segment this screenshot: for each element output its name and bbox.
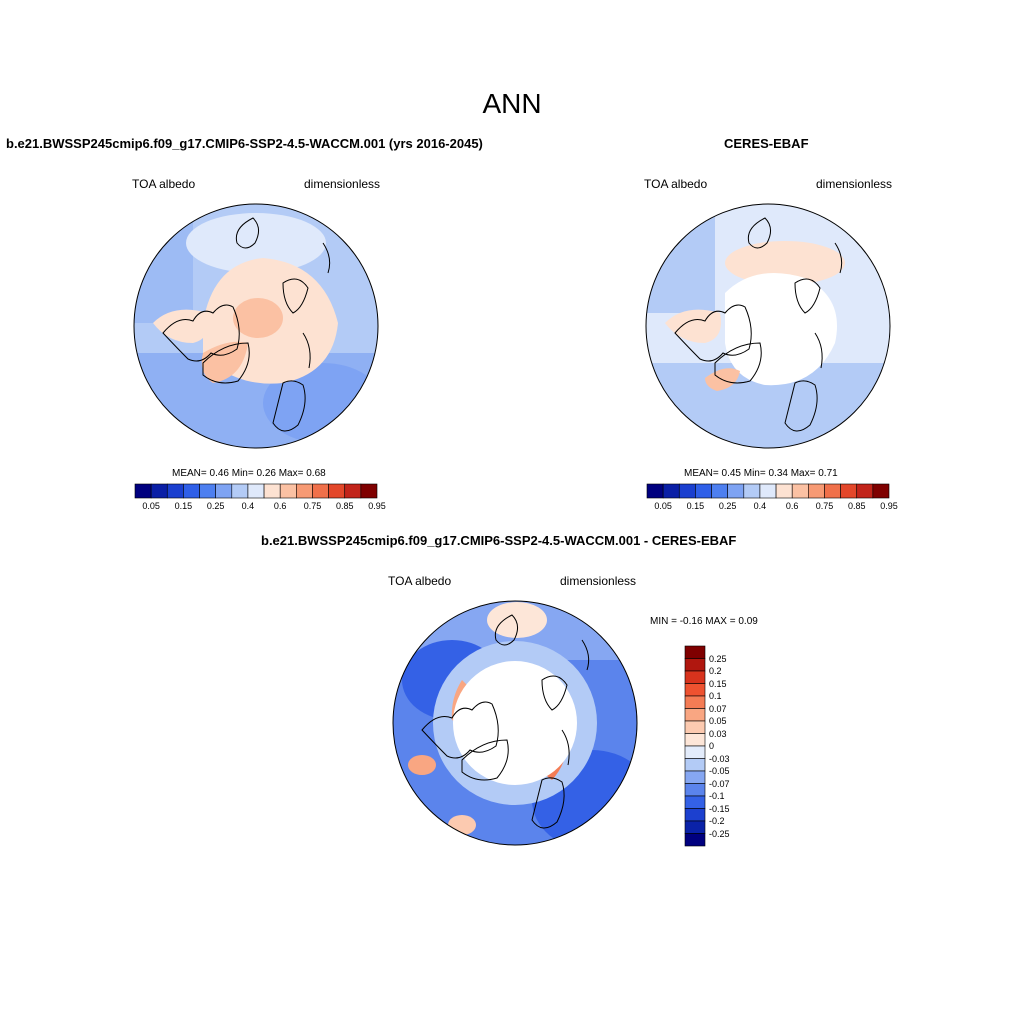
diff-stats: MIN = -0.16 MAX = 0.09: [650, 616, 758, 627]
colorbar-swatch: [840, 483, 858, 499]
colorbar-tick-label: 0.03: [709, 728, 727, 739]
colorbar-swatch: [684, 720, 706, 734]
colorbar-swatch: [231, 483, 249, 499]
colorbar-tick-label: 0.85: [335, 501, 354, 511]
obs-panel-title: CERES-EBAF: [724, 136, 809, 151]
colorbar-tick-label: 0.15: [174, 501, 193, 511]
colorbar-tick-label: -0.05: [709, 766, 730, 776]
colorbar-swatch: [727, 483, 745, 499]
colorbar-tick-label: 0.05: [709, 716, 727, 726]
colorbar-tick-label: -0.15: [709, 803, 730, 814]
colorbar-tick-label: 0.15: [709, 678, 727, 689]
diff-polar-map: [392, 600, 638, 846]
colorbar-swatch: [684, 820, 706, 834]
colorbar-swatch: [684, 758, 706, 772]
colorbar-tick-label: 0: [709, 741, 715, 751]
diff-colorbar-labels: 0.25 0.2 0.15 0.1 0.07 0.05 0.03 0 -0.03 -0.05 -0.…: [709, 646, 749, 846]
colorbar-swatch: [743, 483, 761, 499]
colorbar-swatch: [824, 483, 841, 499]
colorbar-tick-label: 0.25: [709, 653, 727, 664]
model-variable-label: TOA albedo: [132, 177, 196, 191]
colorbar-tick-label: 0.4: [241, 501, 255, 511]
colorbar-swatch: [684, 670, 706, 684]
colorbar-swatch: [684, 795, 706, 809]
colorbar-swatch: [183, 483, 200, 499]
colorbar-swatch: [684, 833, 706, 847]
colorbar-tick-label: 0.25: [206, 501, 225, 511]
colorbar-tick-label: 0.05: [654, 501, 672, 511]
colorbar-swatch: [808, 483, 825, 499]
colorbar-tick-label: 0.75: [303, 501, 322, 511]
colorbar-swatch: [312, 483, 329, 499]
colorbar-swatch: [775, 483, 793, 499]
model-polar-map: [133, 203, 379, 449]
colorbar-swatch: [134, 483, 152, 499]
colorbar-swatch: [328, 483, 346, 499]
colorbar-swatch: [684, 695, 706, 709]
colorbar-swatch: [360, 483, 378, 499]
colorbar-swatch: [199, 483, 216, 499]
model-colorbar: [134, 483, 378, 499]
obs-colorbar-labels: 0.05 0.15 0.25 0.4 0.6 0.75 0.85 0.95: [647, 501, 897, 515]
colorbar-tick-label: 0.6: [785, 501, 799, 511]
colorbar-tick-label: 0.07: [709, 703, 727, 714]
colorbar-swatch: [695, 483, 712, 499]
colorbar-swatch: [215, 483, 233, 499]
diff-units-label: dimensionless: [560, 574, 637, 588]
obs-colorbar: [646, 483, 890, 499]
model-units-label: dimensionless: [304, 177, 381, 191]
colorbar-swatch: [684, 745, 706, 759]
model-stats: MEAN= 0.46 Min= 0.26 Max= 0.68: [172, 468, 326, 479]
colorbar-tick-label: 0.85: [847, 501, 866, 511]
figure-title: ANN: [482, 88, 542, 119]
colorbar-tick-label: 0.2: [709, 666, 722, 676]
colorbar-swatch: [150, 483, 168, 499]
colorbar-tick-label: 0.05: [142, 501, 160, 511]
colorbar-swatch: [684, 683, 706, 697]
colorbar-tick-label: 0.4: [753, 501, 767, 511]
colorbar-swatch: [791, 483, 809, 499]
colorbar-tick-label: 0.15: [686, 501, 705, 511]
colorbar-tick-label: 0.25: [718, 501, 737, 511]
colorbar-tick-label: -0.03: [709, 753, 730, 764]
colorbar-tick-label: -0.2: [709, 816, 725, 826]
colorbar-swatch: [166, 483, 184, 499]
colorbar-swatch: [684, 733, 706, 747]
obs-stats: MEAN= 0.45 Min= 0.34 Max= 0.71: [684, 468, 838, 479]
diff-panel-title: b.e21.BWSSP245cmip6.f09_g17.CMIP6-SSP2-4…: [261, 533, 737, 548]
obs-variable-label: TOA albedo: [644, 177, 708, 191]
colorbar-tick-label: 0.1: [709, 691, 722, 701]
colorbar-swatch: [678, 483, 696, 499]
colorbar-swatch: [872, 483, 890, 499]
colorbar-swatch: [711, 483, 728, 499]
colorbar-swatch: [646, 483, 664, 499]
obs-polar-map: [645, 203, 891, 449]
colorbar-tick-label: 0.95: [368, 501, 386, 511]
colorbar-swatch: [684, 645, 706, 659]
colorbar-swatch: [279, 483, 297, 499]
colorbar-tick-label: 0.6: [273, 501, 287, 511]
colorbar-tick-label: -0.1: [709, 791, 725, 801]
diff-colorbar: [684, 645, 706, 847]
model-colorbar-labels: 0.05 0.15 0.25 0.4 0.6 0.75 0.85 0.95: [135, 501, 385, 515]
colorbar-swatch: [684, 770, 706, 784]
colorbar-swatch: [684, 658, 706, 672]
obs-units-label: dimensionless: [816, 177, 893, 191]
colorbar-tick-label: -0.07: [709, 778, 730, 789]
colorbar-swatch: [684, 783, 706, 797]
colorbar-swatch: [684, 808, 706, 822]
colorbar-tick-label: 0.75: [815, 501, 834, 511]
colorbar-swatch: [263, 483, 281, 499]
colorbar-tick-label: -0.25: [709, 828, 730, 839]
colorbar-swatch: [662, 483, 680, 499]
colorbar-swatch: [296, 483, 313, 499]
colorbar-swatch: [247, 483, 265, 499]
diff-variable-label: TOA albedo: [388, 574, 452, 588]
colorbar-swatch: [856, 483, 874, 499]
model-panel-title: b.e21.BWSSP245cmip6.f09_g17.CMIP6-SSP2-4…: [6, 136, 483, 151]
colorbar-swatch: [759, 483, 777, 499]
colorbar-swatch: [684, 708, 706, 722]
colorbar-swatch: [344, 483, 362, 499]
colorbar-tick-label: 0.95: [880, 501, 898, 511]
